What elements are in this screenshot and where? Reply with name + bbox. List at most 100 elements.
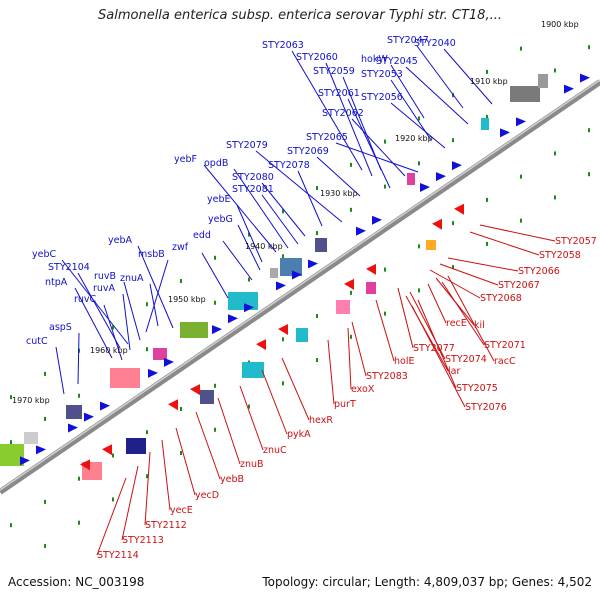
forward-gene-label: ruvC (74, 294, 97, 305)
tick-mark (112, 453, 114, 458)
reverse-gene-arrow (278, 324, 288, 336)
reverse-leader-line (447, 257, 519, 272)
gene-features (0, 73, 590, 480)
forward-gene-label: STY2104 (48, 262, 90, 273)
reverse-leader-line (411, 305, 466, 408)
reverse-leader-line (195, 411, 221, 480)
reverse-leader-line (327, 339, 335, 405)
kbp-marker: 1970 kbp (12, 396, 50, 405)
forward-gene-arrow (420, 183, 430, 192)
forward-gene-arrow (308, 259, 318, 269)
reverse-gene-label: STY2074 (445, 354, 487, 365)
gene-feature-block (153, 348, 167, 360)
forward-leader-line (390, 64, 425, 119)
tick-mark (180, 407, 182, 411)
tick-mark (554, 195, 556, 200)
forward-leader-line (222, 240, 253, 281)
forward-gene-label: STY2080 (232, 172, 274, 183)
gene-feature-block (336, 300, 350, 314)
reverse-gene-label: STY2071 (484, 340, 526, 351)
gene-feature-block (366, 282, 376, 294)
tick-mark (44, 416, 46, 421)
reverse-gene-arrow (366, 263, 376, 275)
reverse-leader-line (96, 477, 127, 556)
gene-feature-block (180, 322, 208, 338)
tick-mark (316, 314, 318, 319)
reverse-gene-label: STY2066 (518, 266, 560, 277)
forward-gene-label: yebG (208, 214, 233, 225)
tick-mark (350, 207, 352, 212)
forward-gene-arrow (164, 357, 174, 367)
forward-leader-line (316, 156, 361, 197)
tick-mark (316, 358, 318, 363)
forward-gene-label: yebC (32, 249, 56, 260)
topology-summary: Topology: circular; Length: 4,809,037 bp… (262, 575, 592, 589)
tick-mark (418, 116, 420, 121)
forward-gene-label: ruvA (93, 283, 116, 294)
tick-mark (282, 254, 284, 259)
tick-mark (10, 523, 12, 528)
reverse-leader-line (441, 281, 485, 346)
tick-mark (384, 267, 386, 272)
forward-leader-line (405, 66, 469, 125)
forward-leader-line (237, 224, 261, 271)
forward-gene-label: yebF (174, 154, 197, 165)
forward-gene-arrow (436, 172, 446, 182)
forward-gene-label: zwf (172, 242, 189, 253)
reverse-gene-arrow (80, 459, 90, 471)
forward-gene-label: STY2078 (268, 160, 310, 171)
gene-feature-block (228, 292, 258, 310)
reverse-gene-label: STY2075 (456, 383, 498, 394)
tick-mark (248, 404, 250, 409)
forward-leader-line (103, 304, 123, 361)
forward-gene-label: STY2081 (232, 184, 274, 195)
reverse-gene-label: STY2067 (498, 280, 540, 291)
reverse-gene-label: STY2057 (555, 236, 597, 247)
forward-gene-label: STY2045 (376, 56, 418, 67)
tick-mark (112, 497, 114, 502)
forward-gene-label: msbB (138, 249, 165, 260)
forward-leader-line (416, 45, 464, 109)
tick-mark (554, 151, 556, 156)
reverse-gene-label: racC (494, 356, 516, 367)
reverse-gene-arrow (102, 444, 112, 456)
reverse-leader-line (121, 465, 139, 541)
tick-mark (44, 371, 46, 376)
gene-feature-block (242, 362, 264, 378)
gene-feature-block (270, 268, 278, 278)
forward-leader-line (261, 182, 306, 237)
tick-mark (10, 395, 12, 400)
kbp-marker: 1950 kbp (168, 295, 206, 304)
gene-feature-block (296, 328, 308, 342)
gene-feature-block (426, 240, 436, 250)
reverse-gene-label: STY2068 (480, 293, 522, 304)
reverse-gene-label: STY2077 (413, 343, 455, 354)
forward-gene-label: edd (193, 230, 211, 241)
tick-mark (78, 393, 80, 398)
gene-feature-block (0, 444, 24, 466)
tick-mark (44, 543, 46, 548)
gene-feature-block (407, 173, 415, 185)
forward-leader-line (255, 150, 343, 223)
forward-leader-line (77, 272, 121, 349)
forward-leader-line (297, 170, 323, 227)
kbp-marker: 1960 kbp (90, 346, 128, 355)
forward-gene-arrow (148, 368, 158, 378)
gene-feature-block (538, 74, 548, 88)
tick-mark (384, 184, 386, 189)
forward-gene-label: yebE (207, 194, 231, 205)
genome-backbone (0, 79, 600, 495)
reverse-leader-line (261, 369, 288, 435)
reverse-gene-label: exoX (351, 384, 375, 395)
forward-leader-line (335, 142, 419, 173)
forward-leader-line (145, 259, 169, 333)
tick-mark (350, 162, 352, 167)
reverse-gene-label: purT (334, 399, 356, 410)
forward-leader-line (390, 79, 432, 141)
reverse-gene-label: znuC (263, 445, 287, 456)
reverse-gene-label: lar (448, 366, 460, 377)
reverse-gene-label: hexR (309, 415, 333, 426)
reverse-leader-line (397, 287, 414, 349)
reverse-leader-line (347, 327, 352, 390)
